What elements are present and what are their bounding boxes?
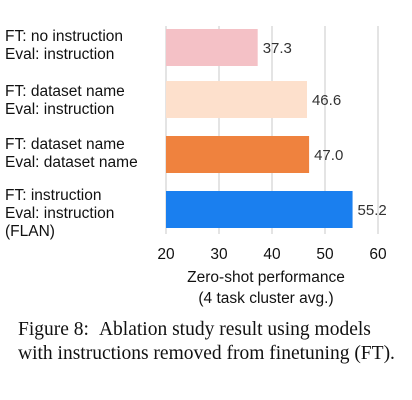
x-tick-labels: 20 30 40 50 60 [157, 246, 387, 263]
bar-chart: FT: no instruction Eval: instruction FT: d… [5, 26, 387, 307]
x-tick-label: 40 [263, 246, 281, 263]
caption-text: Ablation study result using models with … [18, 319, 395, 364]
bar [166, 81, 307, 118]
x-axis-title: Zero-shot performance (4 task cluster avg… [187, 269, 345, 307]
bars [166, 29, 353, 228]
category-label: FT: instruction Eval: instruction (FLAN) [5, 187, 114, 240]
category-labels: FT: no instruction Eval: instruction FT: d… [5, 28, 138, 240]
value-label: 55.2 [358, 202, 387, 219]
bar [166, 191, 353, 228]
caption-label: Figure 8: [18, 319, 89, 340]
x-axis-title-line: (4 task cluster avg.) [198, 290, 333, 307]
x-tick-label: 60 [369, 246, 387, 263]
category-label: FT: dataset name Eval: instruction [5, 83, 125, 118]
bar [166, 29, 258, 66]
value-label: 37.3 [263, 40, 292, 57]
category-label: FT: no instruction Eval: instruction [5, 28, 123, 63]
category-label: FT: dataset name Eval: dataset name [5, 136, 138, 171]
bar [166, 136, 310, 173]
value-label: 47.0 [314, 147, 343, 164]
x-axis-title-line: Zero-shot performance [187, 269, 345, 286]
x-tick-label: 30 [210, 246, 228, 263]
value-labels: 37.3 46.6 47.0 55.2 [263, 40, 387, 219]
figure-caption: Figure 8: Ablation study result using mod… [18, 318, 402, 366]
x-tick-label: 50 [316, 246, 334, 263]
x-tick-label: 20 [157, 246, 175, 263]
value-label: 46.6 [312, 92, 341, 109]
